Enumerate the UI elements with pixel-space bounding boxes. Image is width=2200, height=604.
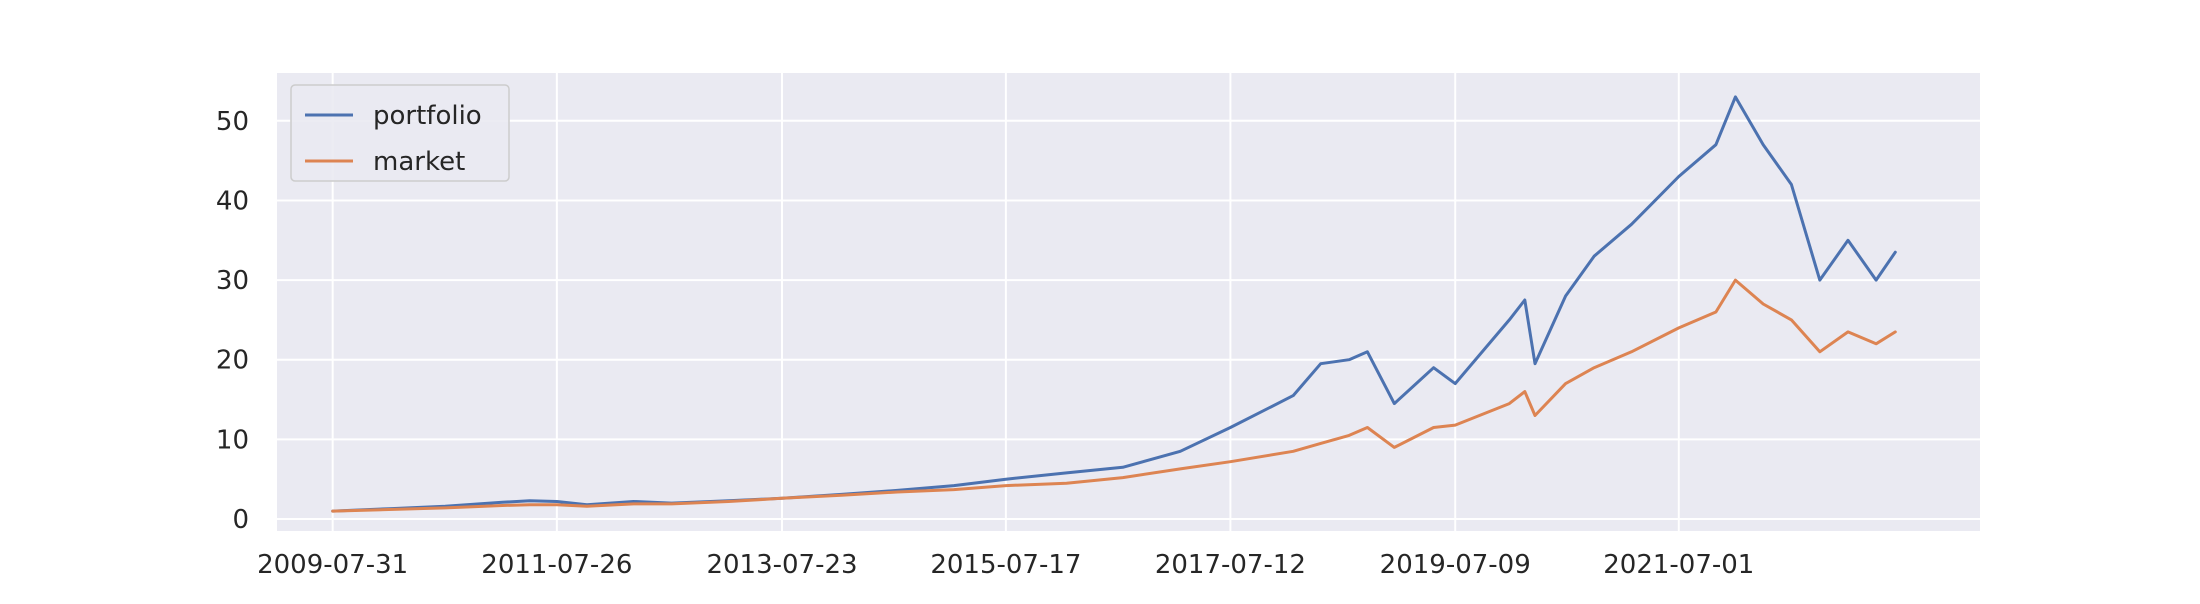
series-line-portfolio [331,95,1897,513]
gridlines [277,73,1980,531]
y-axis-tick-labels: 0 10 20 30 40 50 [216,107,249,535]
y-tick-label: 50 [216,107,249,137]
legend-label-portfolio: portfolio [373,101,482,131]
y-tick-label: 30 [216,266,249,296]
x-tick-label: 2021-07-01 [1603,550,1754,580]
x-tick-label: 2013-07-23 [706,550,857,580]
y-tick-label: 20 [216,346,249,376]
series-line-market [331,278,1897,513]
x-tick-label: 2019-07-09 [1380,550,1531,580]
x-tick-label: 2011-07-26 [481,550,632,580]
y-tick-label: 10 [216,425,249,455]
plot-background [277,73,1980,531]
legend-frame [290,84,510,182]
legend: portfolio market [290,84,510,182]
y-tick-label: 40 [216,186,249,216]
x-axis-tick-labels: 2009-07-31 2011-07-26 2013-07-23 2015-07-17… [257,550,1754,580]
legend-label-market: market [373,147,465,177]
y-tick-label: 0 [232,505,249,535]
x-tick-label: 2017-07-12 [1155,550,1306,580]
series-lines [331,95,1897,513]
x-tick-label: 2009-07-31 [257,550,408,580]
x-tick-label: 2015-07-17 [930,550,1081,580]
